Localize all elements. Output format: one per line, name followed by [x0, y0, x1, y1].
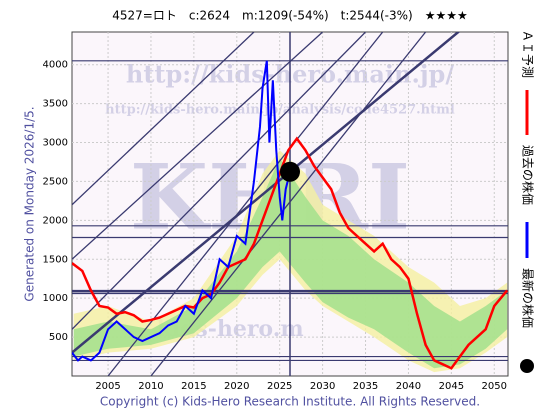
y-tick-label: 1000	[43, 293, 68, 304]
trend-line	[150, 32, 427, 376]
footer: Copyright (c) Kids-Hero Research Institu…	[100, 395, 480, 409]
x-tick-label: 2050	[482, 381, 507, 392]
y-tick-label: 3500	[43, 99, 68, 110]
x-tick-label: 2030	[310, 381, 335, 392]
legend-swatch	[520, 359, 534, 373]
x-tick-label: 2015	[181, 381, 206, 392]
legend-label: 過去の株価	[521, 145, 536, 205]
trend-line	[72, 32, 255, 206]
y-tick-label: 2000	[43, 215, 68, 226]
series-line	[72, 60, 291, 362]
x-tick-label: 2010	[138, 381, 163, 392]
y-tick-label: 1500	[43, 254, 68, 265]
plot: http://kids-hero.main.jp/http://kids-her…	[72, 32, 508, 376]
chart-title: 4527=ロト c:2624 m:1209(-54%) t:2544(-3%) …	[112, 9, 467, 23]
x-tick-label: 2020	[224, 381, 249, 392]
side-label: Generated on Monday 2026/1/5.	[23, 106, 37, 301]
y-tick-label: 2500	[43, 176, 68, 187]
trend-line	[72, 32, 324, 260]
series-line	[72, 136, 508, 370]
legend-label: 最新の株価	[521, 268, 536, 328]
y-tick-label: 4000	[43, 60, 68, 71]
legend-label: ＡＩ予測	[521, 30, 535, 78]
x-tick-label: 2035	[353, 381, 378, 392]
latest-price	[280, 161, 300, 182]
x-tick-label: 2025	[267, 381, 292, 392]
x-tick-label: 2045	[439, 381, 464, 392]
y-tick-label: 500	[49, 332, 68, 343]
x-tick-label: 2040	[396, 381, 421, 392]
trend-line	[72, 32, 366, 330]
y-tick-label: 3000	[43, 138, 68, 149]
x-tick-label: 2005	[95, 381, 120, 392]
